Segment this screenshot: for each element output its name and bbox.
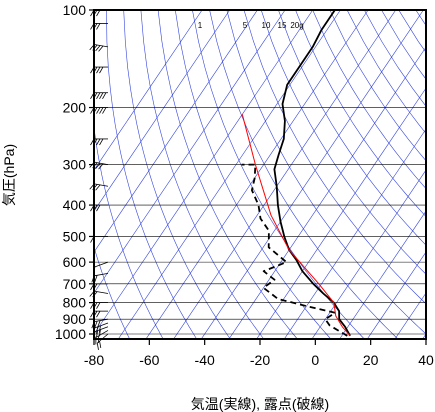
mixing-ratio-labels: 1 5 10 15 20g [198, 21, 304, 30]
isotherm-line [145, 10, 369, 339]
y-tick-label: 100 [63, 2, 87, 18]
y-tick-label: 300 [63, 157, 87, 173]
x-tick-label: -80 [84, 352, 104, 368]
dry-adiabat-line [157, 10, 298, 339]
dry-adiabat-line [94, 125, 164, 339]
isotherm-line [173, 10, 396, 339]
dry-adiabat-line [106, 10, 198, 339]
y-tick-label: 600 [63, 254, 87, 270]
dry-adiabat-line [278, 10, 426, 246]
isotherm-line [366, 251, 426, 339]
x-tick-label: 40 [418, 352, 434, 368]
x-tick-label: 0 [311, 352, 319, 368]
isotherm-line [117, 10, 341, 339]
x-axis-title: 気温(実線), 露点(破線) [191, 396, 329, 412]
y-tick-label: 700 [63, 276, 87, 292]
profiles [241, 10, 351, 337]
dry-adiabat-line [140, 10, 265, 339]
dry-adiabat-line [243, 10, 426, 305]
y-tick-label: 500 [63, 228, 87, 244]
isotherm-line [94, 10, 286, 294]
mixing-ratio-label: 1 [198, 21, 203, 30]
dry-adiabat-line [329, 10, 426, 162]
isotherm-line [94, 10, 258, 253]
dry-adiabat-line [209, 10, 399, 339]
y-tick-label: 800 [63, 295, 87, 311]
dry-adiabat-line [226, 10, 426, 335]
isotherm-line [94, 10, 203, 171]
pressure-grid [94, 10, 426, 335]
wind-barb [90, 138, 108, 146]
dry-adiabat-line [312, 10, 426, 189]
isotherm-line [228, 46, 426, 339]
y-tick-label: 200 [63, 100, 87, 116]
isotherm-line [200, 10, 424, 339]
x-tick-label: -40 [195, 352, 215, 368]
isotherm-line [256, 87, 426, 339]
x-tick-label: -20 [250, 352, 270, 368]
dry-adiabat-line [175, 10, 332, 339]
plot-background [94, 10, 426, 339]
dry-adiabat-line [94, 246, 130, 339]
y-tick-label: 900 [63, 311, 87, 327]
dry-adiabat-line [260, 10, 426, 275]
temperature-profile [273, 10, 351, 337]
mixing-ratio-label: 10 [262, 21, 271, 30]
isotherm-line [94, 10, 313, 335]
dry-adiabat-line [295, 10, 426, 218]
mixing-ratio-label: 5 [243, 21, 248, 30]
isotherm-line [94, 10, 230, 212]
y-tick-label: 400 [63, 197, 87, 213]
mixing-ratio-label: 15 [278, 21, 287, 30]
x-tick-label: -60 [139, 352, 159, 368]
isotherm-line [339, 210, 426, 339]
mixing-ratio-label: 20g [290, 21, 303, 30]
y-axis-title: 気圧(hPa) [1, 144, 17, 206]
parcel-profile [241, 114, 351, 337]
x-tick-label: 20 [363, 352, 379, 368]
y-tick-label: 1000 [55, 326, 86, 342]
dewpoint-profile [241, 163, 348, 337]
dry-adiabat-line [123, 10, 231, 339]
